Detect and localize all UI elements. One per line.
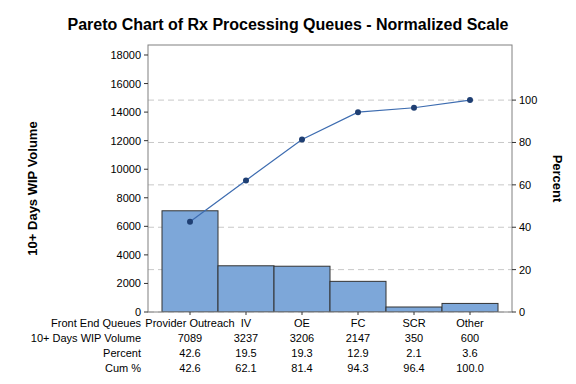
y-tick xyxy=(144,283,148,284)
y-tick-label: 18000 xyxy=(110,49,141,61)
row-label: Percent xyxy=(103,347,141,359)
title: Pareto Chart of Rx Processing Queues - N… xyxy=(67,16,508,33)
marker xyxy=(187,219,193,225)
y-tick xyxy=(144,197,148,198)
marker xyxy=(299,137,305,143)
y2-tick xyxy=(512,269,516,270)
y2-tick xyxy=(512,184,516,185)
y2-tick-label: 100 xyxy=(519,94,537,106)
background xyxy=(0,0,576,384)
bar xyxy=(442,303,498,312)
y-tick xyxy=(144,54,148,55)
marker xyxy=(411,105,417,111)
x-tick xyxy=(358,312,359,315)
y-tick xyxy=(144,83,148,84)
y-tick-label: 2000 xyxy=(117,277,141,289)
percent-cell: 3.6 xyxy=(462,347,477,359)
y-tick xyxy=(144,254,148,255)
category-label: FC xyxy=(351,317,366,329)
row-label: 10+ Days WIP Volume xyxy=(31,332,141,344)
y2-tick xyxy=(512,100,516,101)
y2-tick-label: 20 xyxy=(519,264,531,276)
x-tick xyxy=(302,312,303,315)
y2-tick-label: 40 xyxy=(519,221,531,233)
volume-cell: 350 xyxy=(405,332,423,344)
percent-cell: 19.3 xyxy=(291,347,312,359)
bar xyxy=(218,266,274,312)
x-tick xyxy=(190,312,191,315)
volume-cell: 2147 xyxy=(346,332,370,344)
plot-area xyxy=(162,97,498,312)
percent-cell: 2.1 xyxy=(406,347,421,359)
cum-cell: 100.0 xyxy=(456,362,484,374)
x-tick xyxy=(246,312,247,315)
category-label: Provider Outreach xyxy=(145,317,234,329)
cum-cell: 94.3 xyxy=(347,362,368,374)
percent-cell: 19.5 xyxy=(235,347,256,359)
y2-axis-label: Percent xyxy=(550,155,565,203)
y2-tick xyxy=(512,142,516,143)
y-tick xyxy=(144,140,148,141)
y-tick-label: 12000 xyxy=(110,135,141,147)
y-axis-label: 10+ Days WIP Volume xyxy=(25,121,40,255)
cum-cell: 42.6 xyxy=(179,362,200,374)
y2-tick-label: 60 xyxy=(519,179,531,191)
cum-cell: 62.1 xyxy=(235,362,256,374)
y2-tick xyxy=(512,312,516,313)
y2-tick xyxy=(512,227,516,228)
grid-line xyxy=(148,142,512,143)
y-tick-label: 6000 xyxy=(117,220,141,232)
y-tick-label: 8000 xyxy=(117,192,141,204)
row-label: Cum % xyxy=(105,362,141,374)
percent-cell: 12.9 xyxy=(347,347,368,359)
percent-cell: 42.6 xyxy=(179,347,200,359)
chart: Pareto Chart of Rx Processing Queues - N… xyxy=(0,0,576,384)
volume-cell: 600 xyxy=(461,332,479,344)
bar xyxy=(162,211,218,312)
bar xyxy=(386,307,442,312)
volume-cell: 3206 xyxy=(290,332,314,344)
marker xyxy=(355,109,361,115)
marker xyxy=(467,97,473,103)
y-tick xyxy=(144,226,148,227)
volume-cell: 7089 xyxy=(178,332,202,344)
y-tick xyxy=(144,112,148,113)
y-tick xyxy=(144,312,148,313)
category-label: SCR xyxy=(402,317,425,329)
category-label: Other xyxy=(456,317,484,329)
y-tick xyxy=(144,169,148,170)
y-tick-label: 14000 xyxy=(110,106,141,118)
row-label: Front End Queues xyxy=(51,317,141,329)
cum-line xyxy=(190,100,470,222)
cum-cell: 96.4 xyxy=(403,362,424,374)
category-label: OE xyxy=(294,317,310,329)
grid-line xyxy=(148,100,512,101)
y2-tick-label: 80 xyxy=(519,136,531,148)
bar xyxy=(330,281,386,312)
volume-cell: 3237 xyxy=(234,332,258,344)
grid-line xyxy=(148,184,512,185)
x-tick xyxy=(414,312,415,315)
y-tick-label: 4000 xyxy=(117,249,141,261)
y-tick-label: 16000 xyxy=(110,78,141,90)
x-tick xyxy=(470,312,471,315)
y2-tick-label: 0 xyxy=(519,306,525,318)
category-label: IV xyxy=(241,317,252,329)
cum-cell: 81.4 xyxy=(291,362,312,374)
plot-frame xyxy=(148,45,512,312)
marker xyxy=(243,177,249,183)
bar xyxy=(274,266,330,312)
y-tick-label: 10000 xyxy=(110,163,141,175)
